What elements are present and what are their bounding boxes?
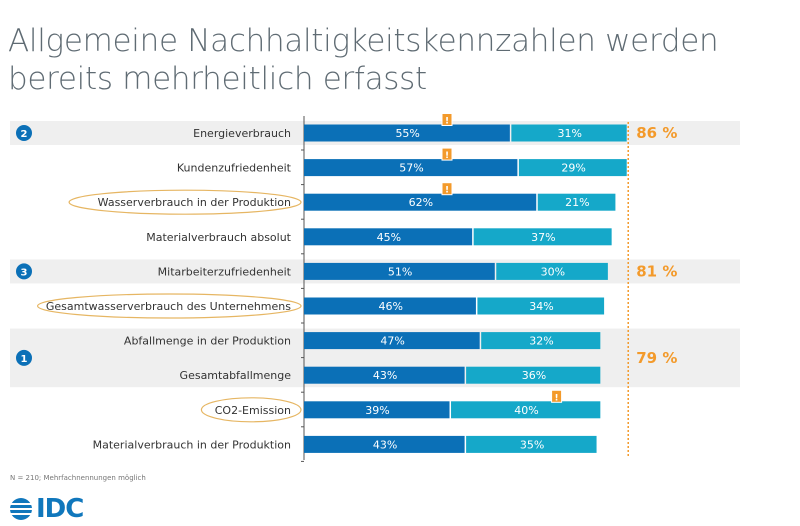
bar-segment (451, 401, 601, 419)
category-label: Kundenzufriedenheit (177, 162, 292, 175)
idc-logo: IDC (8, 494, 84, 524)
page-title: Allgemeine Nachhaltigkeitskennzahlen wer… (8, 23, 719, 97)
bar-segment (304, 124, 510, 142)
rank-badge (16, 349, 32, 366)
data-label: 21% (565, 196, 589, 209)
bar-segment (304, 262, 495, 280)
data-label: 39% (365, 404, 389, 417)
bar-segment (466, 435, 597, 453)
bar-segment (537, 193, 616, 211)
highlight-ellipse (200, 397, 302, 423)
data-label: 37% (531, 231, 555, 244)
data-label: 35% (520, 438, 544, 451)
bar-segment (304, 193, 537, 211)
data-label: 36% (522, 369, 546, 382)
stacked-bar-chart: Energieverbrauch 55% 31% Kundenzufriedenhei… (10, 113, 740, 462)
data-label: 43% (373, 369, 397, 382)
warning-icon-glyph: ! (445, 117, 449, 127)
bar-segment (473, 228, 612, 246)
bar-segment (304, 435, 465, 453)
bar-segment (511, 124, 627, 142)
bar-segment (496, 262, 608, 280)
category-label: Gesamtabfallmenge (180, 369, 292, 382)
bar-segment (304, 401, 450, 419)
bar-segment (466, 366, 601, 384)
bar-segment (304, 228, 473, 246)
highlight-ellipse (68, 189, 302, 215)
group-total: 81 % (636, 262, 677, 280)
data-label: 29% (561, 162, 585, 175)
category-label: Mitarbeiterzufriedenheit (158, 265, 292, 278)
rank-badge (16, 125, 32, 141)
bar-segment (518, 159, 627, 177)
globe-icon (8, 498, 34, 520)
category-label: CO2-Emission (215, 404, 291, 417)
logo-text: IDC (36, 494, 84, 524)
data-label: 30% (541, 265, 565, 278)
warning-icon-glyph: ! (445, 151, 449, 161)
rank-number: 2 (21, 129, 28, 140)
rank-badge (16, 263, 32, 280)
data-label: 32% (529, 335, 553, 348)
highlight-ellipse (37, 293, 302, 319)
warning-icon (441, 113, 453, 126)
footnote: N = 210; Mehrfachnennungen möglich (10, 474, 146, 482)
data-label: 51% (388, 265, 412, 278)
warning-icon (551, 389, 563, 403)
data-label: 55% (395, 127, 419, 140)
category-label: Materialverbrauch in der Produktion (93, 438, 291, 451)
data-label: 34% (529, 300, 553, 313)
data-label: 47% (380, 335, 404, 348)
category-label: Abfallmenge in der Produktion (124, 335, 291, 348)
rank-number: 3 (21, 267, 28, 278)
data-label: 62% (409, 196, 433, 209)
bar-segment (477, 297, 605, 315)
data-label: 31% (558, 127, 582, 140)
category-label: Gesamtwasserverbrauch des Unternehmens (46, 300, 291, 313)
bar-segment (304, 332, 480, 350)
data-label: 45% (377, 231, 401, 244)
bar-segment (304, 297, 476, 315)
category-label: Energieverbrauch (193, 127, 291, 140)
data-label: 57% (399, 162, 423, 175)
data-label: 46% (378, 300, 402, 313)
group-total: 86 % (636, 124, 677, 142)
warning-icon-glyph: ! (555, 393, 559, 403)
bar-segment (481, 332, 601, 350)
bar-segment (304, 159, 518, 177)
category-label: Materialverbrauch absolut (146, 231, 291, 244)
category-label: Wasserverbrauch in der Produktion (98, 196, 291, 209)
rank-number: 1 (21, 354, 28, 365)
warning-icon-glyph: ! (445, 186, 449, 196)
group-total: 79 % (636, 349, 677, 367)
warning-icon (441, 147, 453, 161)
warning-icon (441, 182, 453, 196)
data-label: 43% (373, 438, 397, 451)
bar-segment (304, 366, 465, 384)
data-label: 40% (514, 404, 538, 417)
